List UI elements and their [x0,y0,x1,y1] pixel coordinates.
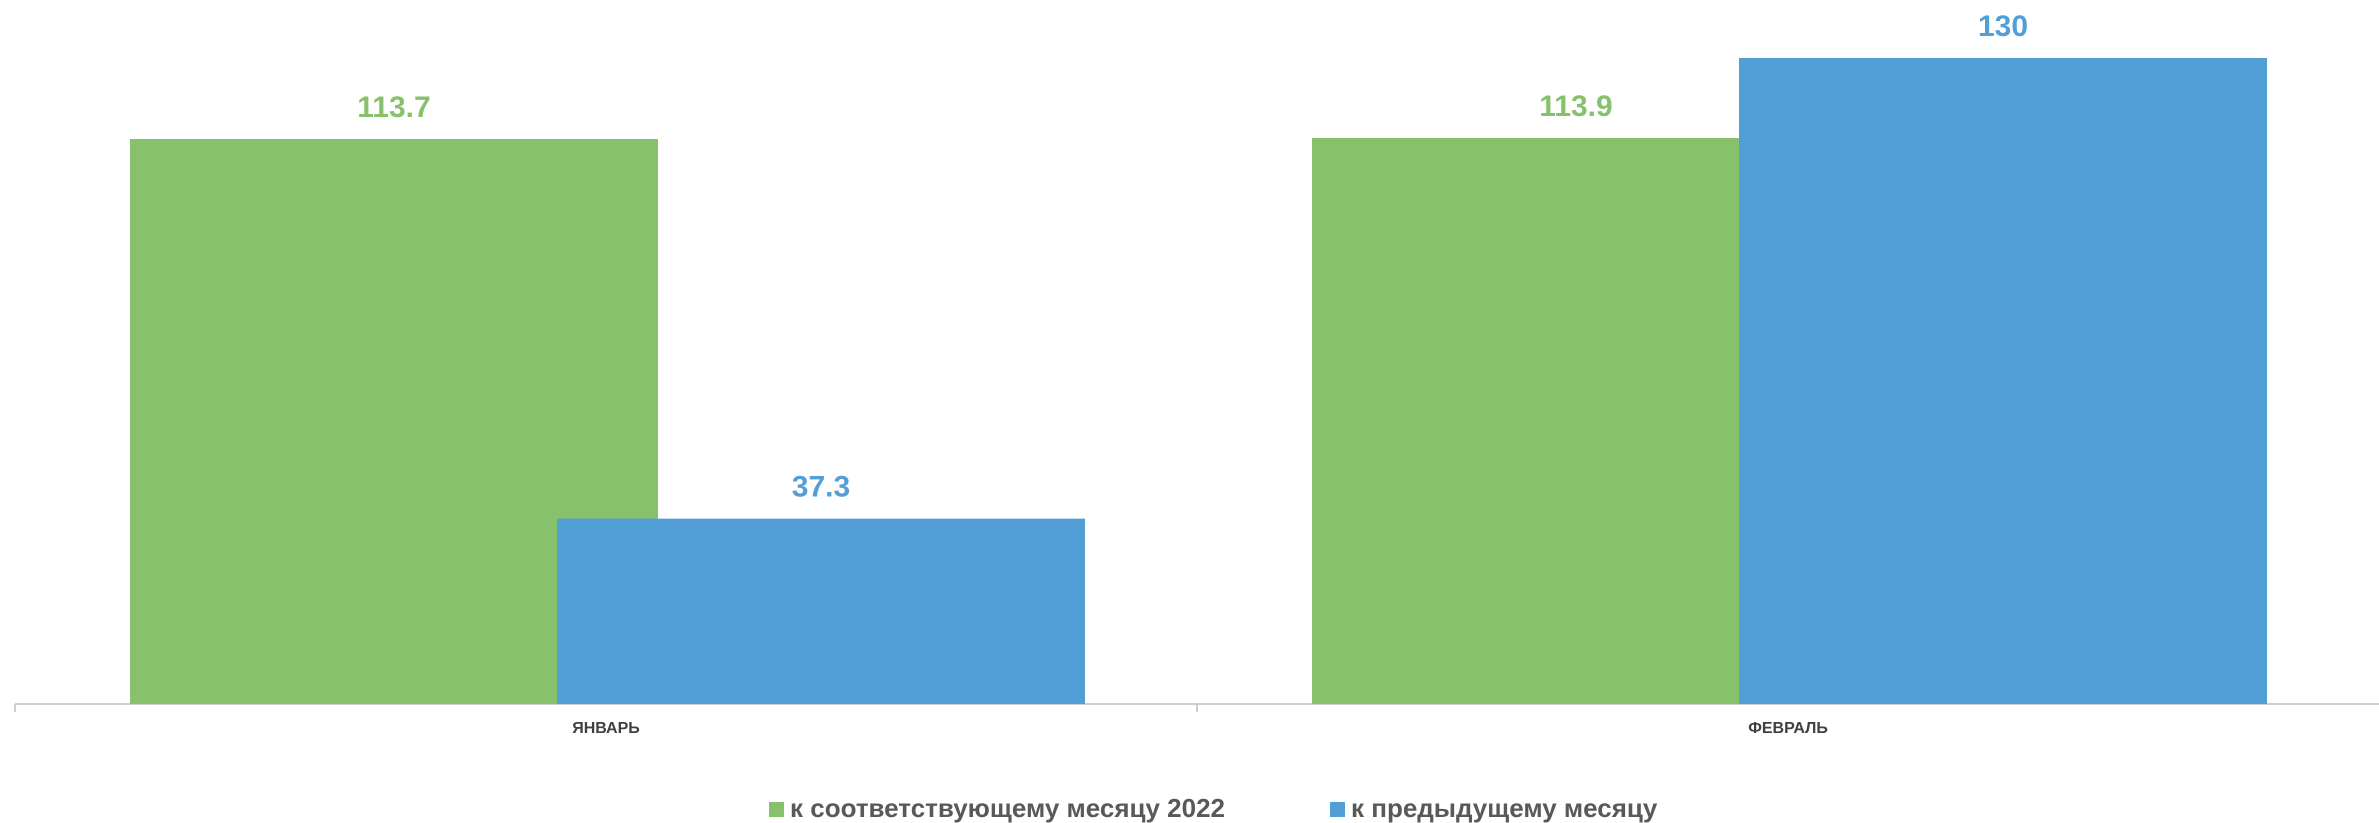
legend-label: к соответствующему месяцу 2022 [790,793,1225,823]
data-label: 113.7 [357,91,430,124]
bar [557,518,1085,704]
data-label: 113.9 [1539,90,1612,123]
x-tick-label: ФЕВРАЛЬ [1748,720,1828,737]
legend-label: к предыдущему месяцу [1351,793,1658,823]
legend-swatch [1330,802,1345,817]
data-label: 130 [1978,10,2028,43]
x-tick-label: ЯНВАРЬ [572,720,640,737]
legend-swatch [769,802,784,817]
bar [1739,58,2267,704]
data-label: 37.3 [792,471,850,504]
